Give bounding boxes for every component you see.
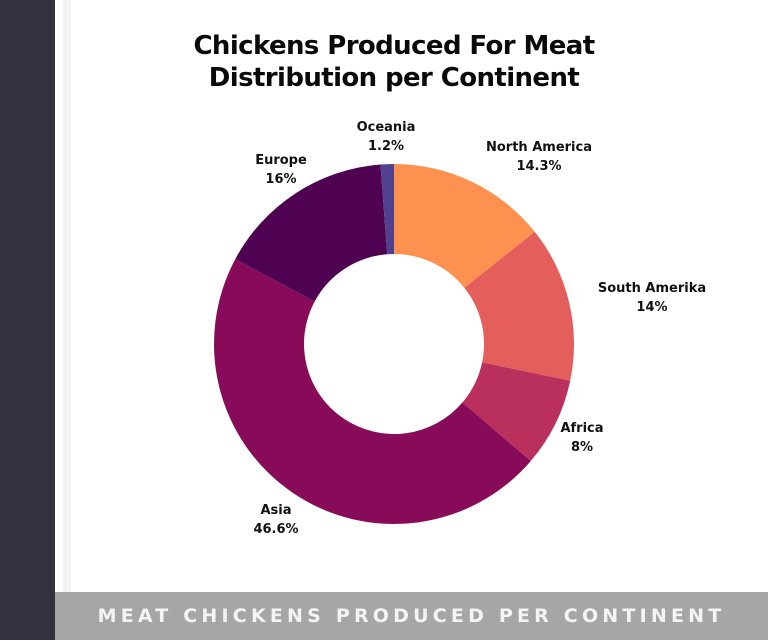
label-south-amerika-value: 14% xyxy=(636,300,668,315)
label-europe-name: Europe xyxy=(255,153,307,168)
label-south-amerika: South Amerika 14% xyxy=(598,279,706,317)
left-dark-sidebar-strip xyxy=(0,0,55,640)
label-oceania-value: 1.2% xyxy=(367,139,405,154)
label-north-america-name: North America xyxy=(486,140,592,155)
label-africa: Africa 8% xyxy=(560,419,603,457)
label-oceania: Oceania 1.2% xyxy=(357,118,416,156)
chart-title-line-2: Distribution per Continent xyxy=(208,63,580,93)
donut-slice-oceania xyxy=(380,164,394,255)
label-africa-name: Africa xyxy=(560,421,604,436)
footer-caption-band: MEAT CHICKENS PRODUCED PER CONTINENT xyxy=(55,592,768,640)
left-light-accent-strip xyxy=(63,0,71,592)
donut-slice-africa xyxy=(462,362,571,462)
label-south-amerika-name: South Amerika xyxy=(597,281,707,296)
chart-title-line-1: Chickens Produced For Meat xyxy=(193,31,595,61)
footer-caption: MEAT CHICKENS PRODUCED PER CONTINENT xyxy=(97,605,726,627)
label-asia-value: 46.6% xyxy=(253,522,299,537)
label-asia-name: Asia xyxy=(260,503,292,518)
label-africa-value: 8% xyxy=(570,440,594,455)
label-asia: Asia 46.6% xyxy=(253,501,298,539)
label-north-america-value: 14.3% xyxy=(516,159,562,174)
label-oceania-name: Oceania xyxy=(356,120,416,135)
donut-slice-asia xyxy=(213,259,531,525)
chart-title: Chickens Produced For Meat Distribution … xyxy=(120,30,668,94)
label-europe-value: 16% xyxy=(265,172,297,187)
donut-slice-south-amerika xyxy=(464,231,574,381)
donut-slice-north-america xyxy=(394,164,535,288)
label-europe: Europe 16% xyxy=(255,151,307,189)
donut-slice-europe xyxy=(235,164,388,302)
label-north-america: North America 14.3% xyxy=(486,138,592,176)
